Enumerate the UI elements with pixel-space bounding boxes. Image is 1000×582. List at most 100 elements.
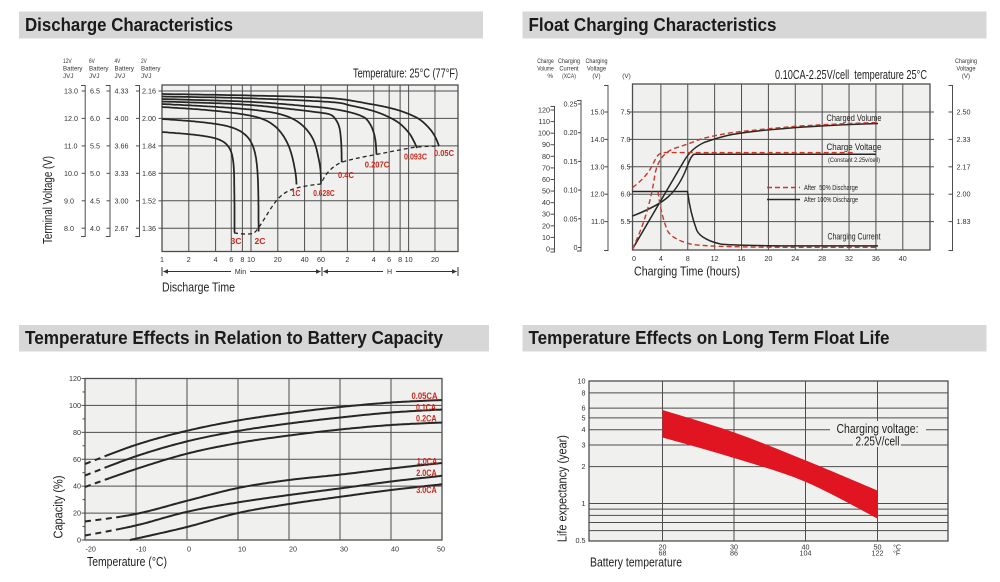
- svg-text:0: 0: [546, 244, 550, 253]
- svg-text:40: 40: [73, 482, 81, 491]
- svg-text:20: 20: [659, 543, 667, 552]
- svg-text:(V): (V): [592, 73, 600, 80]
- svg-text:90: 90: [542, 140, 550, 149]
- svg-text:28: 28: [818, 254, 826, 263]
- svg-text:0.5: 0.5: [576, 536, 586, 545]
- svg-text:6.0: 6.0: [621, 190, 631, 199]
- svg-text:1.0CA: 1.0CA: [417, 457, 438, 467]
- svg-text:2C: 2C: [255, 236, 266, 246]
- svg-text:8: 8: [582, 388, 586, 397]
- svg-text:°F: °F: [893, 549, 901, 558]
- svg-text:Temperature (°C): Temperature (°C): [87, 555, 167, 569]
- svg-text:Charging: Charging: [586, 58, 608, 65]
- svg-text:86: 86: [730, 549, 738, 558]
- svg-text:11.0: 11.0: [591, 217, 604, 226]
- svg-text:0: 0: [574, 243, 578, 252]
- svg-text:Charging: Charging: [558, 58, 580, 65]
- svg-text:6.5: 6.5: [621, 162, 631, 171]
- svg-text:12.0: 12.0: [64, 114, 78, 123]
- svg-text:0.10CA-2.25V/cell temperature: 0.10CA-2.25V/cell temperature 25°C: [775, 68, 927, 82]
- svg-text:0.4C: 0.4C: [338, 170, 354, 180]
- svg-text:6: 6: [387, 255, 391, 264]
- svg-text:Voltage: Voltage: [956, 66, 976, 73]
- svg-text:(V): (V): [962, 73, 970, 80]
- svg-text:80: 80: [73, 428, 81, 437]
- svg-text:120: 120: [538, 106, 550, 115]
- svg-text:5.0: 5.0: [90, 169, 100, 178]
- svg-text:10: 10: [247, 255, 255, 264]
- svg-text:Battery: Battery: [63, 66, 83, 73]
- svg-text:4: 4: [372, 255, 376, 264]
- svg-text:3.00: 3.00: [115, 196, 129, 205]
- svg-text:1.83: 1.83: [957, 217, 971, 226]
- svg-text:2: 2: [582, 462, 586, 471]
- svg-text:30: 30: [542, 210, 550, 219]
- svg-text:1C: 1C: [292, 188, 301, 198]
- svg-text:20: 20: [73, 509, 81, 518]
- svg-text:13.0: 13.0: [591, 162, 605, 171]
- svg-text:100: 100: [538, 129, 550, 138]
- svg-text:Battery temperature: Battery temperature: [590, 556, 682, 570]
- svg-text:Terminal Voltage (V): Terminal Voltage (V): [41, 156, 55, 244]
- svg-text:1.68: 1.68: [142, 169, 156, 178]
- svg-text:Battery: Battery: [89, 66, 109, 73]
- svg-text:16: 16: [738, 254, 746, 263]
- svg-text:110: 110: [539, 117, 550, 126]
- svg-text:0.093C: 0.093C: [404, 152, 427, 162]
- svg-text:20: 20: [764, 254, 772, 263]
- svg-text:Temperature Effects in Relatio: Temperature Effects in Relation to Batte…: [25, 328, 443, 348]
- svg-text:Temperature: 25°C (77°F): Temperature: 25°C (77°F): [353, 67, 458, 81]
- svg-text:36: 36: [872, 254, 880, 263]
- svg-text:120: 120: [69, 374, 81, 383]
- svg-text:Battery: Battery: [115, 66, 135, 73]
- svg-text:4: 4: [582, 425, 586, 434]
- svg-text:0.207C: 0.207C: [365, 160, 390, 170]
- svg-text:H: H: [387, 269, 392, 276]
- svg-text:0.15: 0.15: [564, 157, 578, 166]
- svg-text:0.2CA: 0.2CA: [416, 414, 437, 424]
- svg-text:-10: -10: [136, 545, 146, 554]
- svg-text:20: 20: [289, 545, 297, 554]
- svg-text:1: 1: [582, 499, 586, 508]
- svg-text:11.0: 11.0: [64, 142, 77, 151]
- svg-text:0.05C: 0.05C: [434, 148, 454, 158]
- svg-text:12: 12: [711, 254, 719, 263]
- svg-text:%: %: [547, 73, 553, 80]
- svg-text:5.5: 5.5: [90, 142, 100, 151]
- svg-text:0.628C: 0.628C: [313, 188, 335, 198]
- svg-text:2.67: 2.67: [115, 224, 129, 233]
- svg-text:80: 80: [542, 152, 550, 161]
- svg-text:30: 30: [340, 545, 348, 554]
- svg-text:Charge Voltage: Charge Voltage: [827, 142, 882, 153]
- svg-text:1.52: 1.52: [142, 196, 156, 205]
- svg-text:JVJ: JVJ: [63, 73, 74, 80]
- svg-text:2V: 2V: [141, 58, 147, 65]
- svg-text:8.0: 8.0: [64, 224, 74, 233]
- svg-text:JVJ: JVJ: [89, 73, 100, 80]
- svg-text:60: 60: [542, 175, 550, 184]
- svg-text:3: 3: [582, 441, 586, 450]
- svg-text:0.25: 0.25: [564, 100, 578, 109]
- svg-text:2.33: 2.33: [957, 135, 971, 144]
- svg-text:(V): (V): [622, 73, 631, 80]
- svg-text:20: 20: [431, 255, 439, 264]
- svg-text:40: 40: [301, 255, 309, 264]
- svg-text:0.20: 0.20: [564, 128, 578, 137]
- svg-text:2.17: 2.17: [957, 162, 971, 171]
- svg-text:50: 50: [874, 543, 882, 552]
- svg-text:50: 50: [542, 187, 550, 196]
- svg-text:13.0: 13.0: [64, 87, 78, 96]
- svg-text:Current: Current: [559, 66, 578, 73]
- svg-text:2.0CA: 2.0CA: [416, 468, 437, 478]
- svg-text:4.5: 4.5: [90, 196, 100, 205]
- svg-text:5: 5: [582, 413, 586, 422]
- svg-text:4.0: 4.0: [90, 224, 100, 233]
- svg-text:Min: Min: [235, 269, 246, 276]
- svg-text:3.0CA: 3.0CA: [416, 485, 437, 495]
- svg-text:8: 8: [240, 255, 244, 264]
- svg-text:-20: -20: [86, 545, 96, 554]
- svg-text:Discharge Characteristics: Discharge Characteristics: [25, 15, 233, 35]
- svg-text:0: 0: [77, 536, 81, 545]
- svg-text:40: 40: [542, 198, 550, 207]
- svg-text:Capacity (%): Capacity (%): [51, 476, 65, 539]
